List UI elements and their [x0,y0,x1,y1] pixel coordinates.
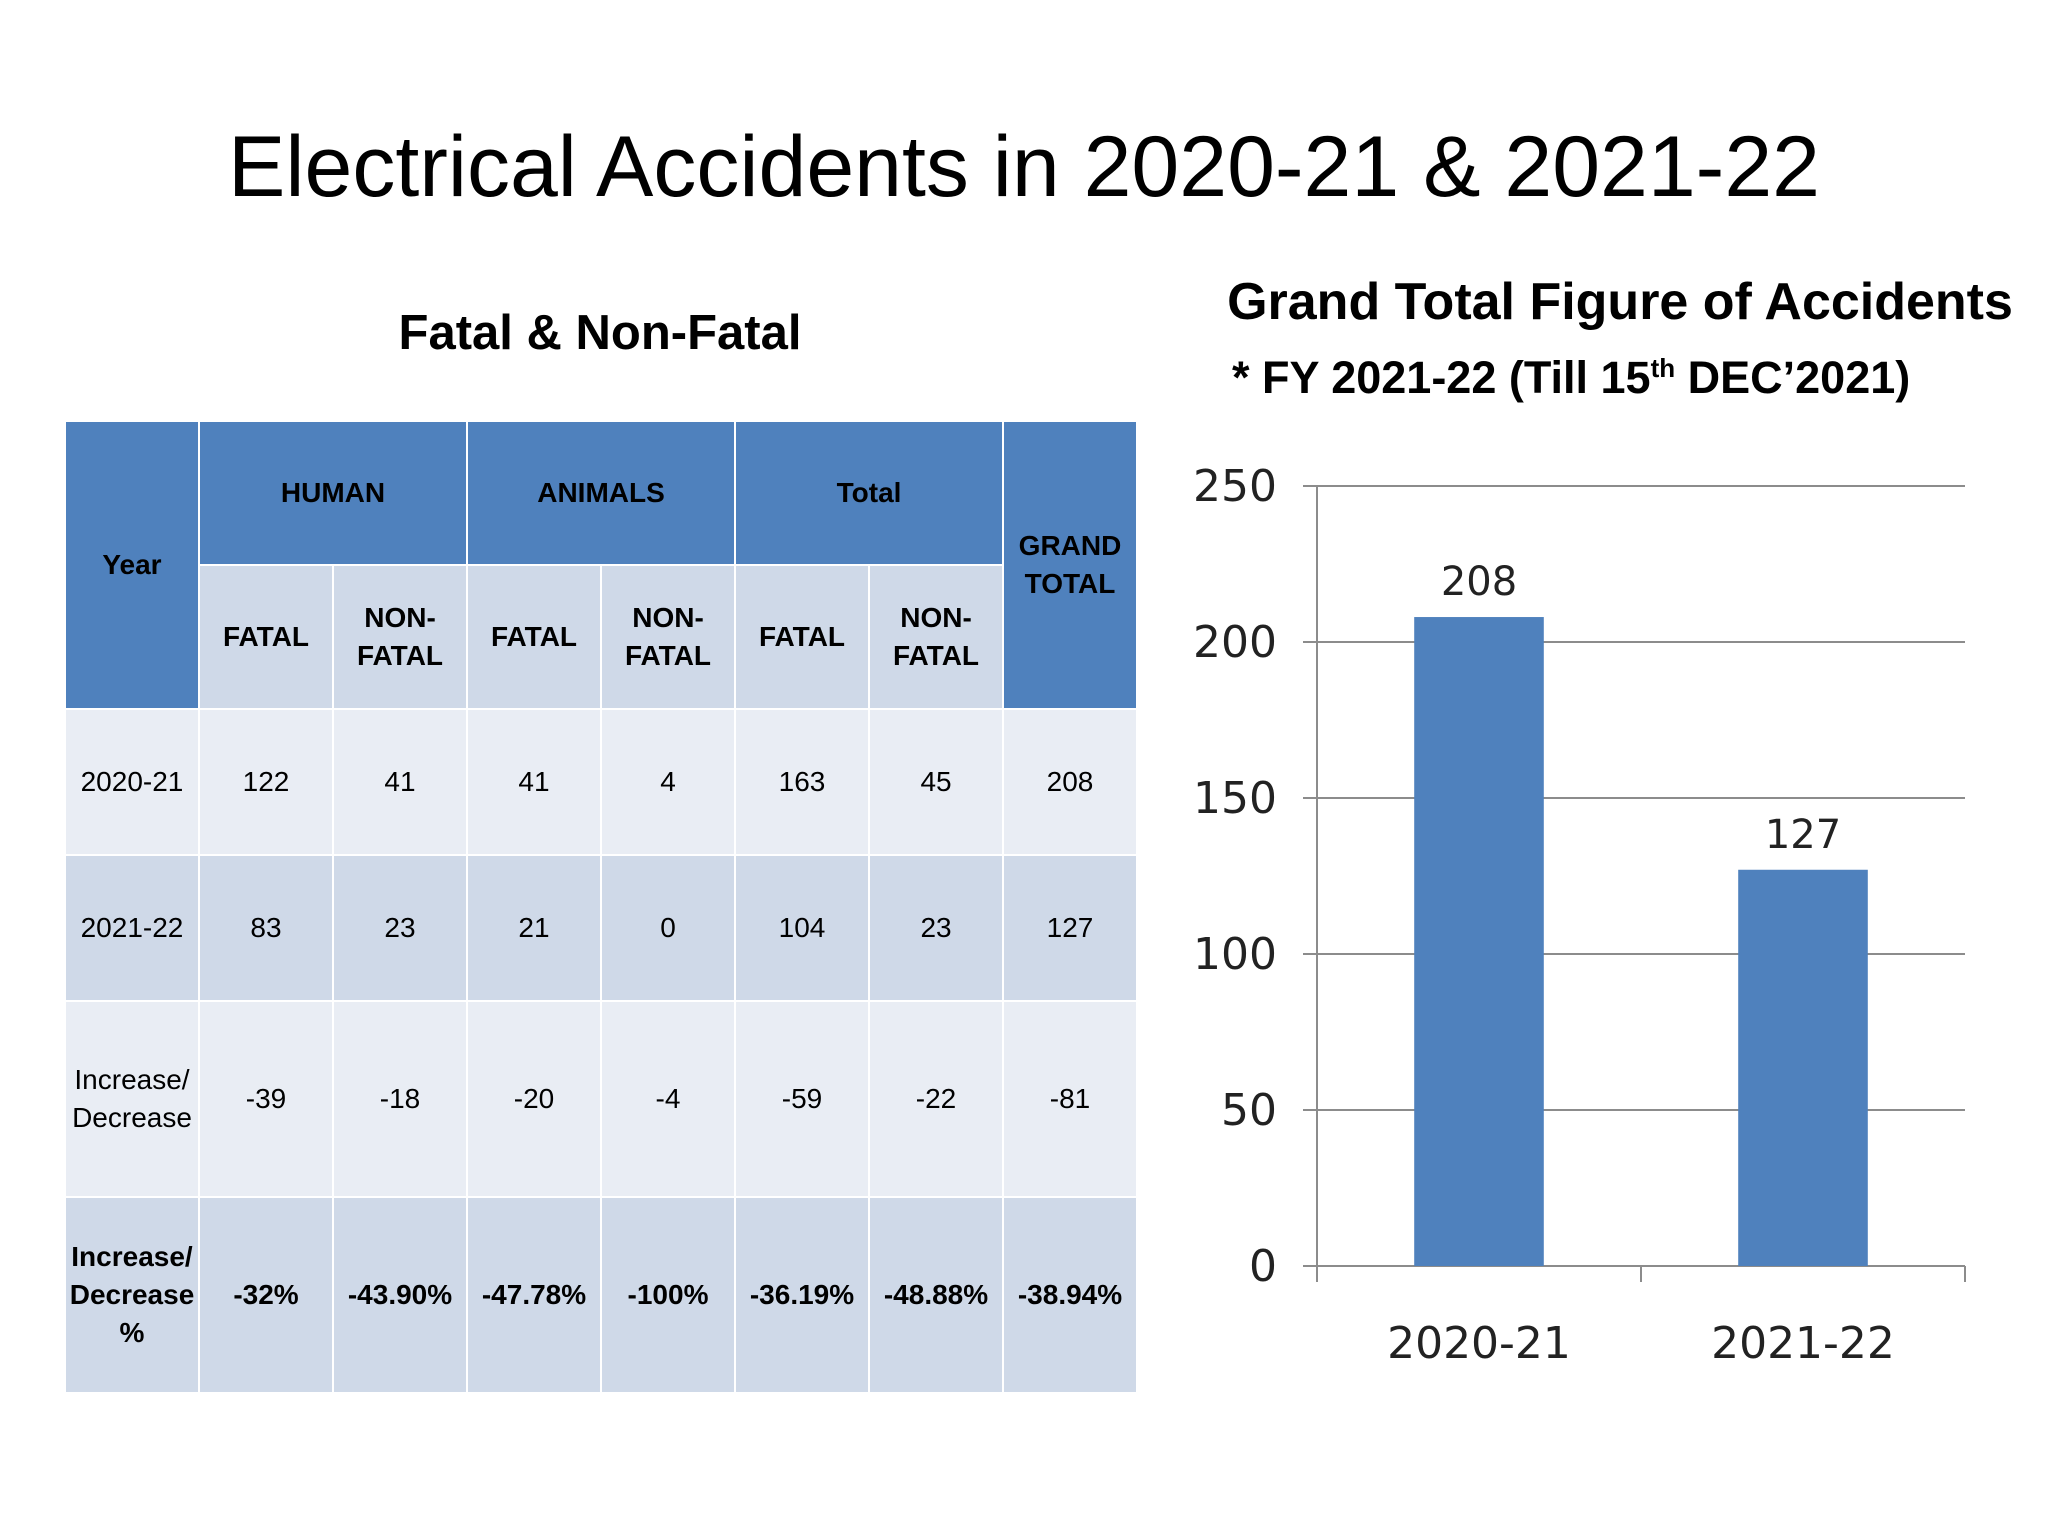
table-cell: -81 [1002,1000,1139,1198]
table-cell: -48.88% [868,1196,1005,1394]
human-nonfatal-header: NON-FATAL [332,564,468,710]
table-cell: 23 [332,854,468,1002]
total-fatal-header: FATAL [734,564,871,710]
grand-total-header: GRAND TOTAL [1002,420,1139,710]
table-row: Increase/ Decrease % -32% -43.90% -47.78… [64,1196,1139,1394]
y-tick-label: 150 [1193,773,1277,824]
table-cell: -32% [198,1196,334,1394]
y-tick-label: 250 [1193,461,1277,512]
table-cell: -100% [599,1196,737,1394]
x-tick-label: 2021-22 [1711,1318,1895,1369]
y-tick-label: 0 [1249,1241,1277,1292]
chart-title: Grand Total Figure of Accidents [1227,273,2013,331]
table-row: 2021-22 83 23 21 0 104 23 127 [64,854,1139,1002]
table-row: 2020-21 122 41 41 4 163 45 208 [64,708,1139,856]
total-header: Total [734,420,1005,566]
chart-subtitle: * FY 2021-22 (Till 15th DEC’2021) [1232,352,1910,404]
table-cell: 122 [198,708,334,856]
x-tick-label: 2020-21 [1387,1318,1571,1369]
table-cell: 21 [466,854,602,1002]
table-cell: 45 [868,708,1005,856]
year-header: Year [64,420,200,710]
page-title: Electrical Accidents in 2020-21 & 2021-2… [228,119,1820,215]
table-cell: -38.94% [1002,1196,1139,1394]
total-nonfatal-header: NON-FATAL [868,564,1005,710]
table-cell: 208 [1002,708,1139,856]
table-cell: 163 [734,708,871,856]
data-label: 208 [1441,559,1517,605]
table-cell: 104 [734,854,871,1002]
table-cell: -4 [599,1000,737,1198]
y-tick-label: 100 [1193,929,1277,980]
bar-chart: 0 50 100 150 200 250 208 2020-21 127 2021-22 [1193,461,1966,1369]
chart-subtitle-prefix: * FY 2021-22 (Till 15 [1232,352,1651,403]
table-cell: -22 [868,1000,1005,1198]
table-title: Fatal & Non-Fatal [398,306,802,360]
table-cell: -36.19% [734,1196,871,1394]
human-fatal-header: FATAL [198,564,334,710]
table-cell: 0 [599,854,737,1002]
table-row: Increase/ Decrease -39 -18 -20 -4 -59 -2… [64,1000,1139,1198]
table-cell: 83 [198,854,334,1002]
bar [1414,617,1544,1266]
table-cell: 127 [1002,854,1139,1002]
data-label: 127 [1765,812,1841,858]
accidents-table: Year HUMAN ANIMALS Total GRAND TOTAL FAT… [64,420,1139,1394]
y-tick-label: 200 [1193,617,1277,668]
table-cell: -20 [466,1000,602,1198]
human-header: HUMAN [198,420,468,566]
table-cell: 41 [466,708,602,856]
table-cell: -39 [198,1000,334,1198]
table-cell: -43.90% [332,1196,468,1394]
row-label: 2020-21 [64,708,200,856]
row-label: 2021-22 [64,854,200,1002]
animals-header: ANIMALS [465,420,737,566]
table-cell: -18 [332,1000,468,1198]
bar [1738,869,1868,1266]
table-cell: -47.78% [466,1196,602,1394]
table-cell: -59 [734,1000,871,1198]
table-cell: 41 [332,708,468,856]
table-cell: 23 [868,854,1005,1002]
animals-nonfatal-header: NON-FATAL [599,564,737,710]
y-tick-label: 50 [1221,1085,1277,1136]
chart-subtitle-suffix: DEC’2021) [1675,352,1911,403]
row-label: Increase/ Decrease [64,1000,200,1198]
chart-subtitle-sup: th [1650,353,1676,383]
animals-fatal-header: FATAL [466,564,602,710]
row-label: Increase/ Decrease % [64,1196,200,1394]
table-cell: 4 [599,708,737,856]
